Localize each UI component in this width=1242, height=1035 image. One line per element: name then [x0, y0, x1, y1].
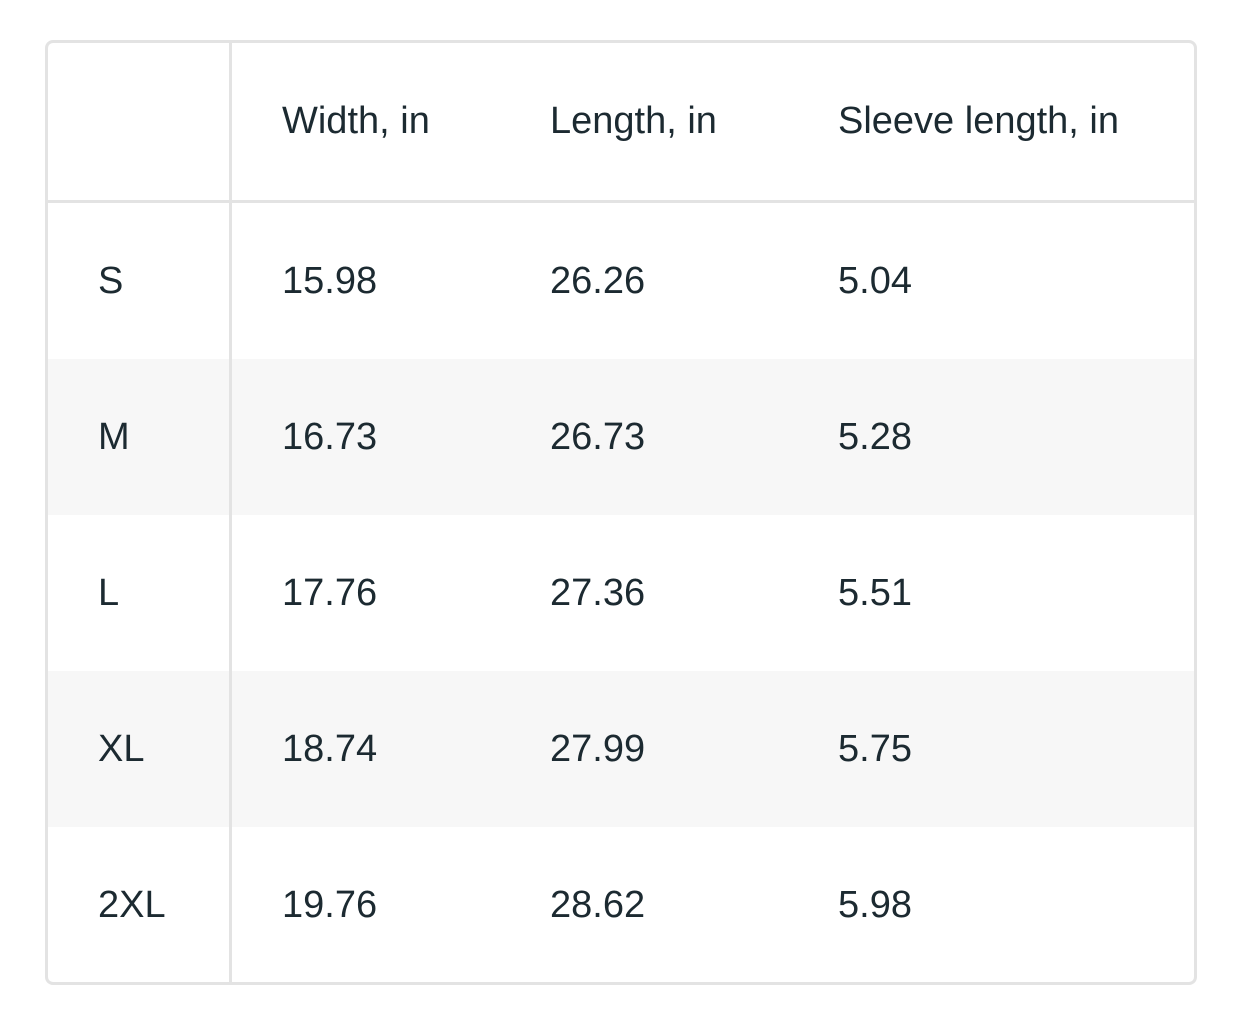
sleeve-length-cell: 5.51: [838, 571, 912, 614]
table-row: S 15.98 26.26 5.04: [48, 203, 1194, 359]
width-cell: 19.76: [282, 883, 378, 926]
length-cell: 26.26: [550, 259, 646, 302]
header-cell-width: Width, in: [282, 100, 430, 142]
sleeve-length-cell: 5.98: [838, 883, 912, 926]
width-cell: 17.76: [282, 571, 378, 614]
sleeve-length-cell: 5.28: [838, 415, 912, 458]
table-row: XL 18.74 27.99 5.75: [48, 671, 1194, 827]
width-cell: 18.74: [282, 727, 378, 770]
length-cell: 28.62: [550, 883, 646, 926]
width-cell: 16.73: [282, 415, 378, 458]
size-cell: L: [48, 515, 232, 671]
length-cell: 27.36: [550, 571, 646, 614]
size-cell: 2XL: [48, 827, 232, 982]
size-cell: S: [48, 203, 232, 359]
length-cell: 26.73: [550, 415, 646, 458]
table-row: M 16.73 26.73 5.28: [48, 359, 1194, 515]
size-cell: XL: [48, 671, 232, 827]
table-row: 2XL 19.76 28.62 5.98: [48, 827, 1194, 982]
header-cell-length: Length, in: [550, 100, 717, 142]
table-header-row: Width, in Length, in Sleeve length, in: [48, 43, 1194, 203]
size-cell: M: [48, 359, 232, 515]
header-cell-size: [48, 43, 232, 200]
header-cell-sleeve-length: Sleeve length, in: [838, 100, 1119, 142]
width-cell: 15.98: [282, 259, 378, 302]
length-cell: 27.99: [550, 727, 646, 770]
table-row: L 17.76 27.36 5.51: [48, 515, 1194, 671]
sleeve-length-cell: 5.04: [838, 259, 912, 302]
sleeve-length-cell: 5.75: [838, 727, 912, 770]
size-chart-table: Width, in Length, in Sleeve length, in S…: [45, 40, 1197, 985]
